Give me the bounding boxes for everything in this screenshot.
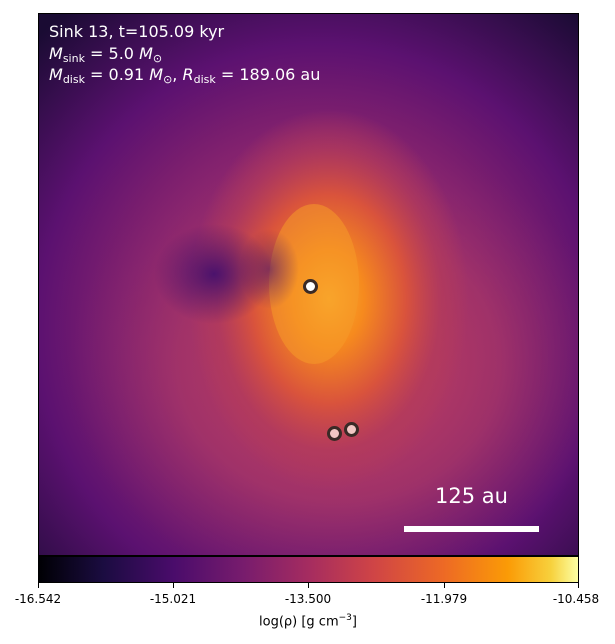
density-field [39, 14, 578, 555]
sink-marker [327, 426, 342, 441]
colorbar-tick [173, 583, 174, 588]
sink-marker [344, 422, 359, 437]
sink-mass-label: Msink = 5.0 M⊙ [49, 44, 163, 65]
colorbar-tick-label: -10.458 [552, 592, 600, 606]
scale-bar [404, 526, 539, 532]
sink-marker-primary [303, 279, 318, 294]
colorbar-tick-label: -13.500 [284, 592, 332, 606]
colorbar-tick-label: -11.979 [420, 592, 468, 606]
colorbar-tick [38, 583, 39, 588]
colorbar-tick-label: -15.021 [149, 592, 197, 606]
sink-label: Sink 13, t=105.09 kyr [49, 22, 225, 41]
scale-bar-label: 125 au [435, 484, 508, 508]
disk-label: Mdisk = 0.91 M⊙, Rdisk = 189.06 au [49, 65, 321, 86]
colorbar-label: log(ρ) [g cm−3] [259, 613, 357, 630]
density-map: Sink 13, t=105.09 kyr Msink = 5.0 M⊙ Mdi… [38, 13, 579, 556]
colorbar-tick [444, 583, 445, 588]
colorbar-tick-label: -16.542 [14, 592, 62, 606]
colorbar-tick [308, 583, 309, 588]
colorbar-tick [578, 583, 579, 588]
colorbar [38, 556, 579, 583]
